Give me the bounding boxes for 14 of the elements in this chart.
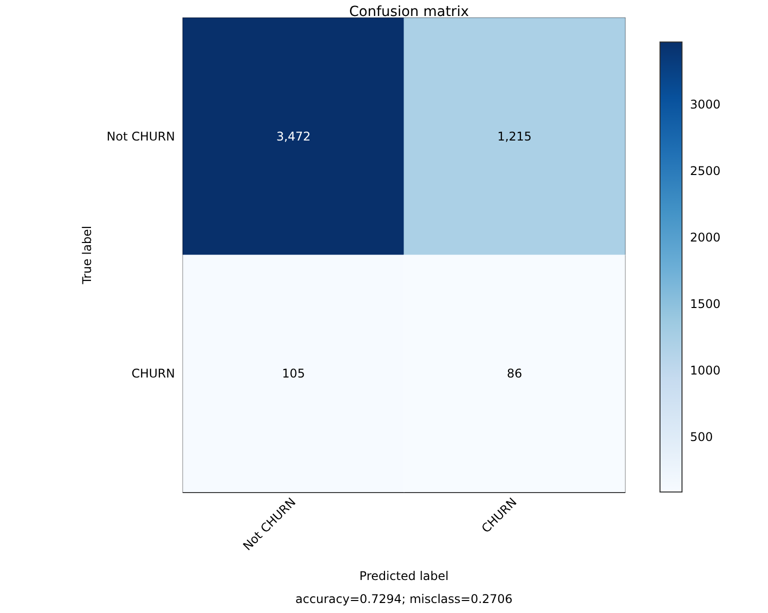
color-bar-label: 2000 bbox=[690, 230, 721, 245]
data-label: 3,472 bbox=[276, 130, 311, 144]
color-bar-label: 3000 bbox=[690, 98, 721, 112]
data-label: 105 bbox=[282, 366, 305, 380]
text: accuracy=0.7294; misclass=0.2706 bbox=[295, 592, 513, 606]
data-label: 1,215 bbox=[497, 130, 532, 144]
color-bar-label: 1000 bbox=[690, 364, 721, 378]
data-label: 86 bbox=[506, 366, 522, 380]
y-axis-title: True label bbox=[80, 226, 94, 286]
color-bar-label: 1500 bbox=[690, 297, 721, 312]
chart-title: Confusion matrix bbox=[349, 4, 469, 20]
color-bar-label: 2500 bbox=[690, 164, 721, 178]
x-axis-title: Predicted label bbox=[359, 569, 449, 583]
color-bar-label: 500 bbox=[690, 430, 713, 444]
